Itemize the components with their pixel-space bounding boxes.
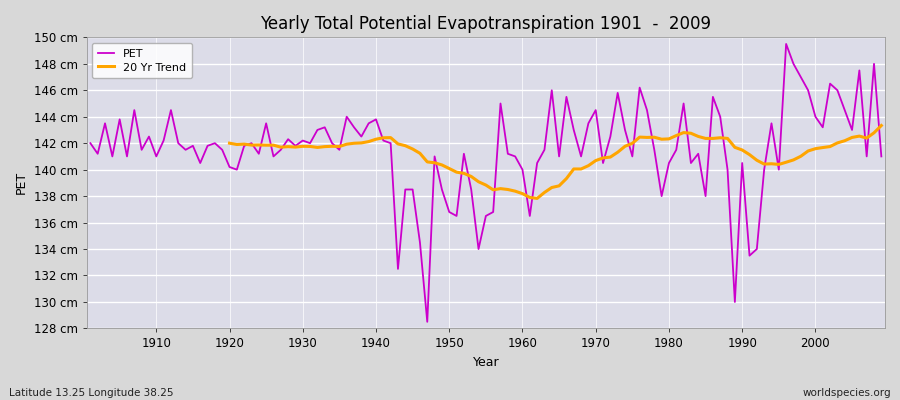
PET	[518, 167, 528, 172]
PET	[144, 134, 155, 139]
Text: worldspecies.org: worldspecies.org	[803, 388, 891, 398]
Line: PET: PET	[90, 44, 881, 322]
20 Yr Trend	[605, 155, 616, 160]
20 Yr Trend	[348, 141, 359, 146]
PET	[85, 141, 95, 146]
Line: 20 Yr Trend: 20 Yr Trend	[230, 126, 881, 198]
20 Yr Trend	[876, 123, 886, 128]
PET	[876, 154, 886, 159]
PET	[348, 125, 359, 130]
PET	[612, 90, 623, 95]
20 Yr Trend	[509, 189, 520, 194]
Title: Yearly Total Potential Evapotranspiration 1901  -  2009: Yearly Total Potential Evapotranspiratio…	[260, 15, 711, 33]
PET	[525, 214, 535, 218]
PET	[780, 42, 791, 46]
X-axis label: Year: Year	[472, 356, 500, 369]
Y-axis label: PET: PET	[15, 171, 28, 194]
Text: Latitude 13.25 Longitude 38.25: Latitude 13.25 Longitude 38.25	[9, 388, 174, 398]
20 Yr Trend	[518, 191, 528, 196]
PET	[422, 320, 433, 324]
Legend: PET, 20 Yr Trend: PET, 20 Yr Trend	[93, 43, 192, 78]
PET	[305, 141, 316, 146]
20 Yr Trend	[305, 144, 316, 149]
